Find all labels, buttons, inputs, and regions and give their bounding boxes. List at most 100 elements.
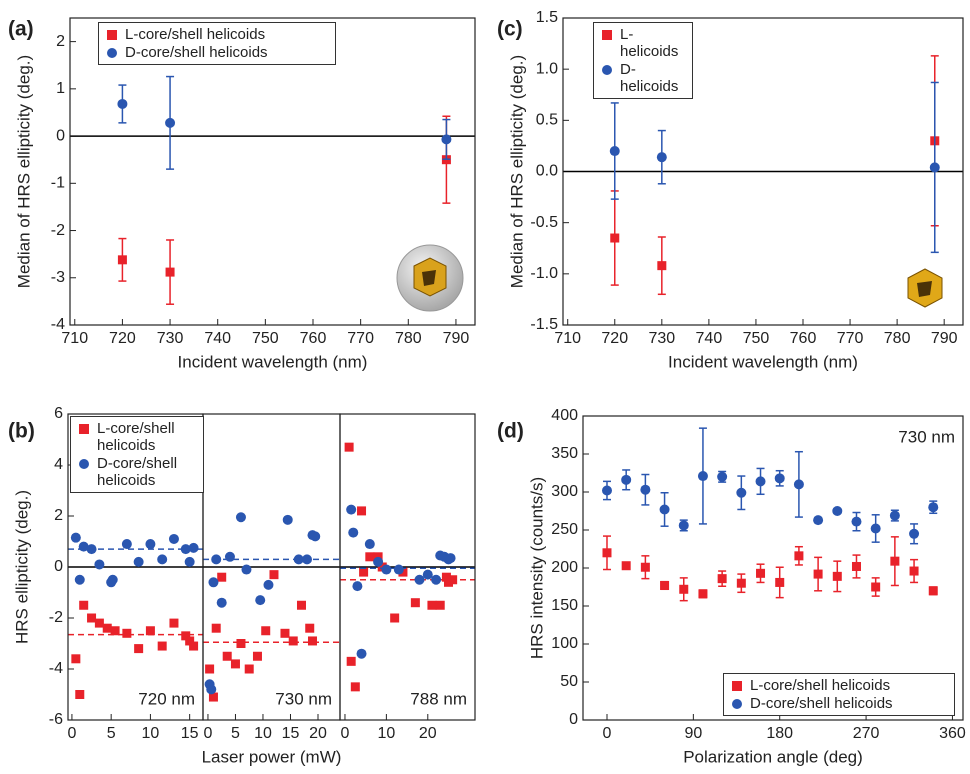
y-tick-label: 0.5 (536, 112, 558, 129)
x-tick-label: 780 (884, 330, 911, 347)
point (832, 506, 843, 516)
x-axis-label: Laser power (mW) (202, 747, 342, 766)
point (736, 487, 747, 498)
point (86, 544, 97, 555)
point (180, 544, 191, 555)
point (217, 572, 227, 582)
legend-marker (107, 48, 117, 58)
panel-label: (b) (8, 420, 35, 443)
point (235, 512, 246, 523)
x-tick-label: 0 (67, 725, 76, 742)
point (230, 659, 240, 669)
point (414, 574, 425, 585)
x-axis-label: Polarization angle (deg) (683, 747, 863, 766)
x-tick-label: 270 (853, 725, 880, 742)
y-axis-label: HRS ellipticity (deg.) (12, 490, 31, 644)
legend-entry: L-core/shell helicoids (77, 420, 197, 454)
point (165, 117, 176, 128)
y-tick-label: -1 (51, 175, 65, 192)
point (871, 582, 881, 592)
x-tick-label: 740 (204, 330, 231, 347)
x-tick-label: 710 (61, 330, 88, 347)
y-tick-label: 100 (551, 635, 578, 652)
panel-label: (d) (497, 420, 524, 443)
point (601, 485, 612, 496)
x-tick-label: 790 (931, 330, 958, 347)
plot-frame (582, 415, 964, 721)
y-tick-label: 6 (54, 405, 63, 422)
y-tick-label: -0.5 (530, 214, 558, 231)
x-tick-label: 710 (554, 330, 581, 347)
x-tick-label: 730 (157, 330, 184, 347)
legend-entry: D-core/shell helicoids (105, 44, 329, 61)
point (205, 664, 215, 674)
point (263, 579, 274, 590)
legend-entry: L-helicoids (600, 26, 686, 60)
legend-label: L-helicoids (620, 26, 679, 60)
x-tick-label: 180 (766, 725, 793, 742)
point (393, 564, 404, 575)
point (359, 567, 369, 577)
point (222, 651, 232, 661)
point (261, 626, 271, 636)
y-tick-label: 4 (54, 456, 63, 473)
legend-marker (732, 681, 742, 691)
point (832, 571, 842, 581)
legend: L-core/shell helicoids D-core/shell helic… (98, 22, 336, 65)
x-tick-label: 720 (601, 330, 628, 347)
x-tick-label: 750 (252, 330, 279, 347)
point (755, 476, 766, 487)
point (94, 618, 104, 628)
point (660, 580, 670, 590)
point (352, 581, 363, 592)
y-axis-label: Median of HRS ellipticity (deg.) (507, 55, 526, 288)
panel-label: (c) (497, 18, 523, 41)
point (282, 514, 293, 525)
y-tick-label: -6 (49, 711, 63, 728)
point (813, 515, 824, 526)
point (870, 523, 881, 534)
x-tick-label: 760 (790, 330, 817, 347)
y-tick-label: 200 (551, 559, 578, 576)
point (244, 664, 254, 674)
x-tick-label: 15 (181, 725, 199, 742)
point (602, 548, 612, 558)
x-tick-label: 770 (837, 330, 864, 347)
y-tick-label: 50 (560, 673, 578, 690)
legend-label: L-core/shell helicoids (750, 677, 891, 694)
point (208, 692, 218, 702)
x-tick-label: 10 (254, 725, 272, 742)
inset-helicoid-particle (907, 268, 943, 308)
x-tick-label: 0 (341, 725, 350, 742)
inset-core-shell-particle (396, 244, 464, 312)
point (365, 552, 375, 562)
x-tick-label: 20 (309, 725, 327, 742)
point (928, 502, 939, 513)
point (373, 556, 384, 567)
legend-marker (732, 699, 742, 709)
x-tick-label: 15 (282, 725, 300, 742)
point (157, 641, 167, 651)
plot-frame (339, 413, 476, 721)
point (301, 554, 312, 565)
point (621, 561, 631, 571)
point (909, 566, 919, 576)
point (736, 578, 746, 588)
y-tick-label: 350 (551, 445, 578, 462)
point (280, 628, 290, 638)
legend-label: D-core/shell helicoids (97, 455, 178, 489)
point (206, 684, 217, 695)
point (909, 528, 920, 539)
legend-marker (602, 65, 612, 75)
x-tick-label: 720 (109, 330, 136, 347)
legend-entry: D-core/shell helicoids (730, 695, 948, 712)
point (134, 644, 144, 654)
point (390, 613, 400, 623)
point (307, 636, 317, 646)
x-tick-label: 5 (231, 725, 240, 742)
legend: L-helicoids D-helicoids (593, 22, 693, 99)
annotation: 788 nm (410, 689, 467, 708)
y-tick-label: 2 (54, 507, 63, 524)
x-tick-label: 740 (696, 330, 723, 347)
